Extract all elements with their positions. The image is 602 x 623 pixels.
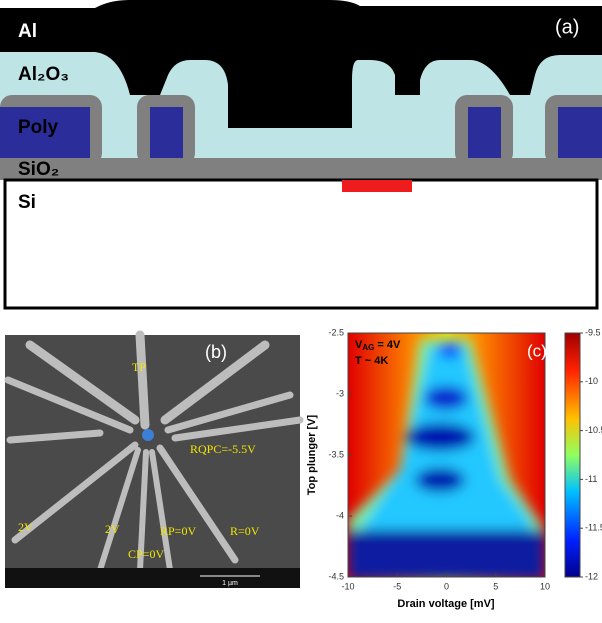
annotation: VAG = 4V xyxy=(355,339,401,352)
layer-label: Al xyxy=(18,21,37,42)
y-tick-label: -4 xyxy=(336,510,344,520)
panel-a: Al Al₂O₃ Poly SiO₂ Si (a) xyxy=(0,0,602,308)
gate-label: RP=0V xyxy=(160,524,196,538)
panel-label: (a) xyxy=(555,16,579,38)
layer-label: Poly xyxy=(18,117,59,138)
x-tick-label: 5 xyxy=(493,581,498,591)
gate-label: 2V xyxy=(18,520,33,534)
figure: Al Al₂O₃ Poly SiO₂ Si (a) 1 µm (b) TP RQ… xyxy=(0,0,602,618)
dot xyxy=(142,429,154,441)
x-tick-label: -5 xyxy=(393,581,401,591)
colorbar-tick-label: -11 xyxy=(585,474,597,484)
panel-b: 1 µm (b) TP RQPC=-5.5V 2V 2V RP=0V R=0V … xyxy=(5,335,300,588)
x-axis-label: Drain voltage [mV] xyxy=(397,598,495,610)
x-tick-label: -10 xyxy=(341,581,354,591)
info-bar xyxy=(5,568,300,588)
y-tick-label: -4.5 xyxy=(328,571,344,581)
panel-label: (b) xyxy=(205,342,227,362)
colorbar-tick-label: -11.5 xyxy=(585,523,602,533)
gate-label: RQPC=-5.5V xyxy=(190,442,256,456)
y-tick-label: -2.5 xyxy=(328,327,344,337)
layer-label: Si xyxy=(18,192,36,213)
colorbar-tick-label: -12 xyxy=(585,571,598,581)
colorbar-tick-label: -9.5 xyxy=(585,327,601,337)
gate-label: CP=0V xyxy=(128,547,164,561)
si-substrate xyxy=(5,180,597,308)
layer-label: Al₂O₃ xyxy=(18,64,69,85)
layer-label: SiO₂ xyxy=(18,159,59,180)
scale-label: 1 µm xyxy=(222,580,238,587)
y-tick-label: -3.5 xyxy=(328,449,344,459)
colorbar-tick-label: -10 xyxy=(585,376,598,386)
x-tick-label: 10 xyxy=(540,581,550,591)
y-tick-label: -3 xyxy=(336,388,344,398)
x-tick-label: 0 xyxy=(444,581,449,591)
heatmap xyxy=(348,333,545,580)
panel-label: (c) xyxy=(527,341,547,360)
gate-label: TP xyxy=(132,360,146,374)
gate-label: 2V xyxy=(105,522,120,536)
y-axis-label: Top plunger [V] xyxy=(306,414,318,495)
colorbar xyxy=(565,333,580,577)
channel xyxy=(342,180,412,192)
colorbar-tick-label: -10.5 xyxy=(585,425,602,435)
gate-label: R=0V xyxy=(230,524,260,538)
annotation: T ~ 4K xyxy=(355,355,388,367)
panel-c: (c) VAG = 4V T ~ 4K Drain voltage [mV] T… xyxy=(306,333,580,610)
